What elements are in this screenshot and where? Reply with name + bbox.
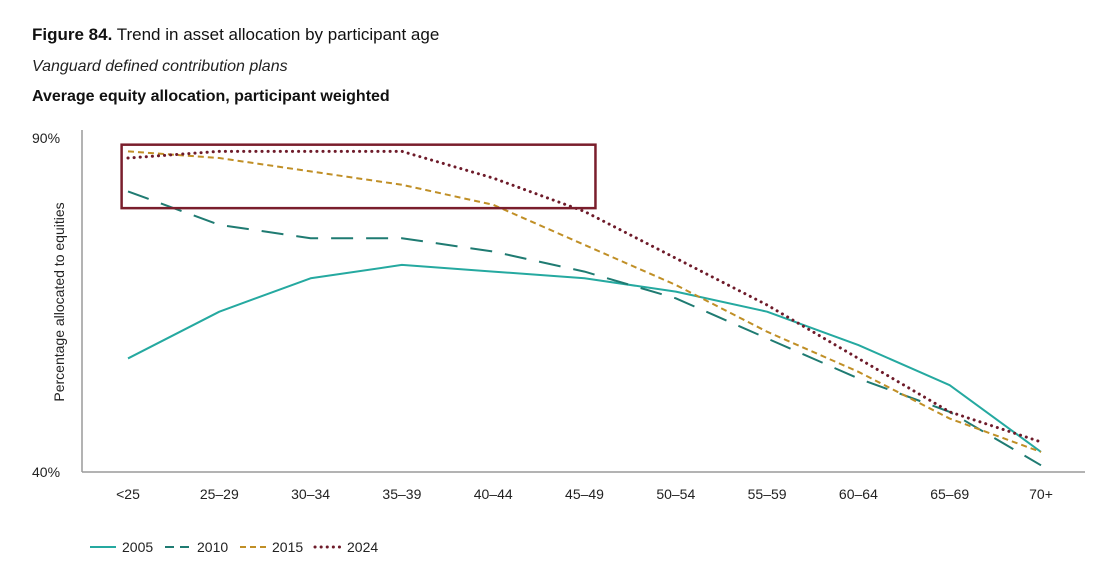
legend-label-2015: 2015: [272, 539, 303, 555]
x-tick-labels: <25 25–29 30–34 35–39 40–44 45–49 50–54 55–59 60…: [116, 486, 1053, 502]
x-tick-label-35-39: 35–39: [382, 486, 421, 502]
annotation-layer: [120, 143, 597, 210]
series-line-2005: [127, 263, 1042, 453]
x-tick-label-70: 70+: [1029, 486, 1053, 502]
y-axis-label: Percentage allocated to equities: [51, 202, 67, 401]
x-tick-label-25: <25: [116, 486, 140, 502]
x-tick-label-45-49: 45–49: [565, 486, 604, 502]
legend-label-2024: 2024: [347, 539, 378, 555]
x-tick-label-60-64: 60–64: [839, 486, 878, 502]
series-line-2010: [127, 190, 1042, 467]
y-tick-label-90: 90%: [32, 130, 60, 146]
legend-item-2005: 2005: [90, 539, 153, 555]
series-line-2015: [127, 150, 1042, 453]
legend: 2005 2010 2015 2024: [90, 539, 378, 555]
legend-item-2015: 2015: [240, 539, 303, 555]
highlight-rectangle: [120, 143, 597, 210]
x-tick-label-25-29: 25–29: [200, 486, 239, 502]
legend-item-2024: 2024: [313, 539, 378, 555]
y-tick-label-40: 40%: [32, 464, 60, 480]
x-tick-label-65-69: 65–69: [930, 486, 969, 502]
x-tick-label-30-34: 30–34: [291, 486, 330, 502]
legend-label-2010: 2010: [197, 539, 228, 555]
chart-subtitle: Vanguard defined contribution plans: [32, 58, 288, 75]
x-tick-label-40-44: 40–44: [474, 486, 513, 502]
chart-title: Figure 84. Trend in asset allocation by …: [32, 24, 439, 46]
series-lines: [126, 149, 1043, 467]
series-line-2024: [126, 149, 1043, 444]
x-tick-label-55-59: 55–59: [748, 486, 787, 502]
legend-item-2010: 2010: [165, 539, 228, 555]
chart-measure: Average equity allocation, participant w…: [32, 88, 390, 105]
y-tick-labels: 90% 40%: [32, 130, 60, 480]
figure-title: Trend in asset allocation by participant…: [116, 25, 440, 44]
x-tick-label-50-54: 50–54: [656, 486, 695, 502]
legend-label-2005: 2005: [122, 539, 153, 555]
figure-number: Figure 84.: [32, 25, 113, 44]
